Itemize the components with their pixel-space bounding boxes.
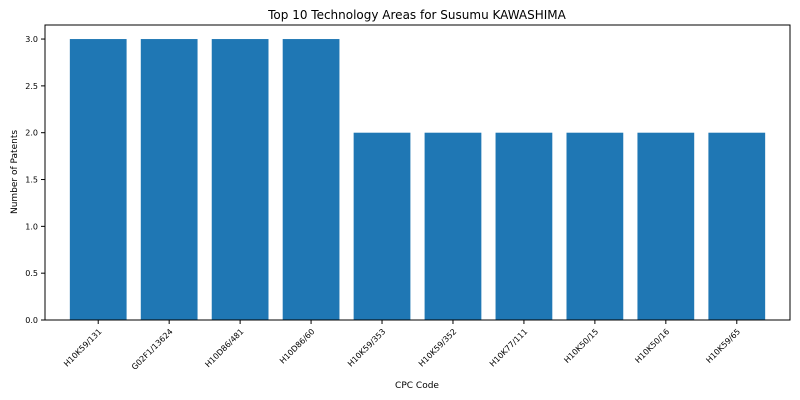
- bar: [567, 133, 624, 320]
- y-tick-label: 2.5: [25, 82, 38, 91]
- y-axis-label: Number of Patents: [10, 130, 20, 214]
- x-tick-label: H10K59/353: [346, 327, 387, 368]
- y-tick-label: 2.0: [25, 129, 38, 138]
- y-tick-label: 1.5: [25, 176, 38, 185]
- bar: [425, 133, 482, 320]
- bar: [708, 133, 765, 320]
- x-tick-label: H10D86/481: [203, 327, 245, 369]
- bar: [496, 133, 553, 320]
- chart-title: Top 10 Technology Areas for Susumu KAWAS…: [267, 8, 567, 22]
- x-tick-label: H10D86/60: [278, 327, 316, 365]
- bar: [354, 133, 411, 320]
- y-tick-label: 0.0: [25, 316, 38, 325]
- x-tick-label: H10K50/16: [633, 327, 671, 365]
- x-tick-label: H10K59/352: [417, 327, 458, 368]
- bar: [283, 39, 340, 320]
- y-tick-label: 0.5: [25, 269, 38, 278]
- bar: [637, 133, 694, 320]
- y-tick-label: 1.0: [25, 222, 38, 231]
- bar: [212, 39, 269, 320]
- x-tick-label: G02F1/13624: [130, 327, 175, 372]
- plot-area: 0.0 0.5 1.0 1.5 2.0 2.5 3.0 H10K59/131 G02F1/136…: [25, 25, 790, 372]
- x-tick-label: H10K59/65: [704, 327, 742, 365]
- bar: [70, 39, 127, 320]
- y-tick-label: 3.0: [25, 35, 38, 44]
- x-tick-label: H10K77/111: [488, 327, 529, 368]
- x-tick-label: H10K50/15: [562, 327, 600, 365]
- bar: [141, 39, 198, 320]
- x-axis-label: CPC Code: [395, 381, 439, 391]
- x-tick-label: H10K59/131: [62, 327, 103, 368]
